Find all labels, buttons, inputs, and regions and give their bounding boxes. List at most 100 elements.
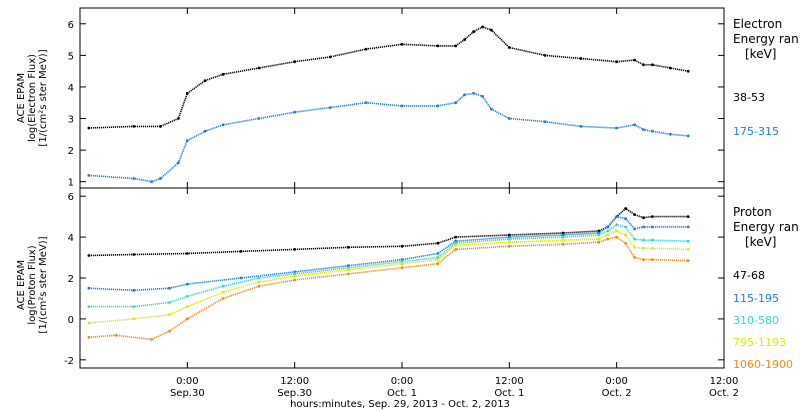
electron-point-175-315	[543, 120, 547, 124]
proton-point-1060-1900	[507, 244, 511, 248]
proton-point-47-68	[239, 250, 243, 253]
proton-point-47-68	[633, 213, 636, 217]
xtick-label-time: 0:00	[176, 376, 198, 387]
proton-point-115-195	[454, 239, 458, 243]
proton-series-795-1193	[88, 230, 689, 324]
proton-ylabel-line1: ACE EPAM	[16, 260, 27, 310]
electron-point-38-53	[507, 46, 511, 49]
proton-point-310-580	[686, 239, 690, 243]
electron-ytick-label: 3	[68, 115, 74, 126]
proton-point-310-580	[615, 223, 619, 227]
electron-point-38-53	[87, 126, 91, 130]
electron-point-38-53	[159, 125, 162, 128]
electron-point-38-53	[436, 44, 440, 48]
proton-point-115-195	[615, 215, 619, 219]
proton-ytick-label: 4	[68, 233, 74, 244]
proton-point-115-195	[436, 252, 440, 255]
electron-point-175-315	[615, 126, 619, 130]
electron-point-38-53	[686, 69, 690, 73]
proton-point-1060-1900	[221, 297, 225, 300]
proton-point-115-195	[87, 286, 91, 290]
electron-plot-frame	[79, 7, 725, 189]
electron-point-38-53	[177, 117, 180, 120]
legend-proton-795-1193: 795-1193	[733, 336, 786, 349]
proton-point-795-1193	[633, 245, 636, 249]
electron-point-38-53	[543, 54, 547, 57]
proton-point-115-195	[597, 231, 601, 235]
proton-point-310-580	[400, 260, 404, 263]
proton-point-47-68	[561, 231, 565, 235]
electron-point-175-315	[686, 134, 690, 138]
electron-point-38-53	[257, 66, 261, 70]
proton-point-1060-1900	[686, 259, 690, 262]
proton-point-1060-1900	[185, 317, 189, 321]
proton-point-795-1193	[651, 246, 654, 250]
proton-point-310-580	[257, 276, 261, 280]
proton-point-1060-1900	[606, 237, 610, 241]
electron-point-175-315	[185, 139, 189, 143]
proton-point-1060-1900	[150, 338, 154, 341]
electron-point-38-53	[400, 42, 404, 46]
proton-legend-title-3: [keV]	[745, 235, 776, 249]
electron-point-175-315	[651, 129, 654, 133]
proton-point-1060-1900	[168, 329, 171, 333]
xtick-label-time: 12:00	[280, 376, 309, 387]
xtick-label-date: Sep.30	[277, 388, 312, 399]
proton-point-795-1193	[257, 280, 261, 284]
proton-point-47-68	[597, 229, 601, 233]
electron-series-175-315	[88, 92, 689, 183]
electron-panel: 1 2 3 4 5 6 ACE EPAM log(Electron Flux) [1/(c…	[16, 7, 799, 189]
proton-point-310-580	[606, 229, 610, 233]
proton-point-1060-1900	[561, 242, 565, 246]
electron-point-175-315	[400, 104, 404, 108]
proton-legend: Proton Energy ran [keV] 47-68 115-195 31…	[733, 205, 799, 371]
proton-point-795-1193	[597, 237, 601, 241]
proton-point-1060-1900	[87, 335, 91, 339]
proton-point-115-195	[633, 227, 636, 231]
proton-point-115-195	[185, 282, 189, 286]
electron-point-175-315	[642, 128, 645, 132]
legend-proton-310-580: 310-580	[733, 314, 779, 327]
proton-point-310-580	[293, 272, 297, 276]
electron-ytick-label: 1	[68, 178, 74, 189]
electron-point-38-53	[633, 58, 636, 62]
proton-point-115-195	[624, 217, 627, 221]
proton-point-115-195	[651, 225, 654, 229]
legend-proton-115-195: 115-195	[733, 292, 779, 305]
electron-point-38-53	[203, 79, 207, 82]
electron-point-175-315	[579, 125, 583, 128]
proton-plot-frame	[79, 187, 725, 369]
proton-point-47-68	[507, 233, 511, 237]
electron-point-175-315	[159, 177, 162, 180]
proton-point-310-580	[651, 238, 654, 242]
proton-point-47-68	[87, 254, 91, 257]
legend-proton-47-68: 47-68	[733, 269, 765, 282]
electron-point-38-53	[642, 63, 645, 67]
proton-point-310-580	[454, 241, 458, 245]
legend-electron-175-315: 175-315	[733, 125, 779, 138]
proton-point-310-580	[132, 305, 136, 308]
proton-ytick-label: 6	[68, 192, 74, 203]
electron-point-175-315	[436, 104, 440, 108]
electron-point-175-315	[257, 117, 261, 120]
electron-point-38-53	[329, 55, 332, 59]
electron-point-38-53	[490, 28, 493, 32]
proton-panel: -2 0 2 4 6 ACE EPAM log(Proton Flux) [1/(cm²…	[16, 187, 799, 371]
electron-point-38-53	[221, 72, 225, 76]
proton-point-47-68	[624, 207, 627, 210]
proton-point-47-68	[346, 245, 350, 249]
electron-point-175-315	[507, 117, 511, 120]
proton-point-1060-1900	[642, 258, 645, 261]
proton-point-310-580	[221, 284, 225, 288]
xtick-label-time: 0:00	[391, 376, 413, 387]
electron-y-axis-label: ACE EPAM log(Electron Flux) [1/(cm²s ste…	[16, 49, 49, 146]
proton-ytick-label: 0	[68, 315, 74, 326]
electron-point-38-53	[454, 44, 458, 48]
electron-point-175-315	[481, 95, 484, 98]
xtick-label-time: 0:00	[605, 376, 627, 387]
proton-point-310-580	[642, 238, 645, 242]
proton-point-795-1193	[686, 248, 690, 251]
electron-ylabel-line2: log(Electron Flux)	[27, 54, 38, 142]
proton-ytick-label: -2	[64, 356, 74, 367]
proton-point-1060-1900	[293, 278, 297, 282]
